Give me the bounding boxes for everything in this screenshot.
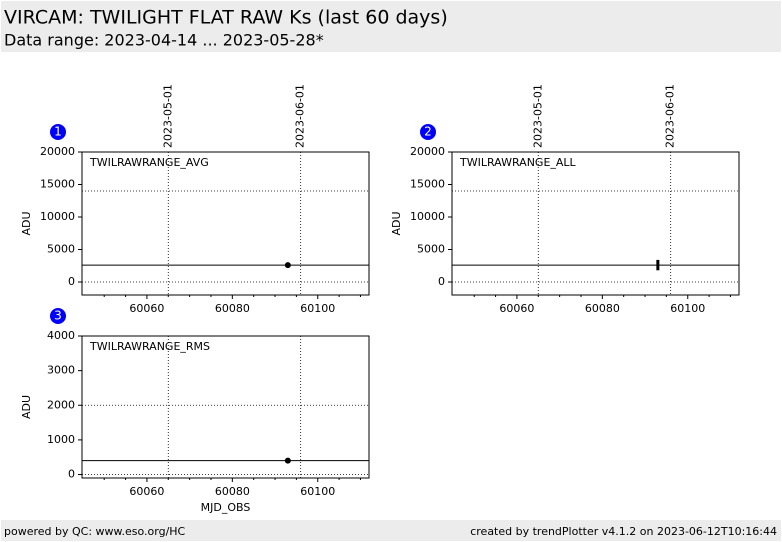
- y-tick-label: 15000: [40, 178, 75, 191]
- data-point: [284, 262, 291, 269]
- y-tick-label: 5000: [47, 243, 75, 256]
- plot-frame: [81, 151, 370, 296]
- y-tick-label: 10000: [410, 210, 445, 223]
- panel-badge: [420, 124, 436, 140]
- y-tick-label: 3000: [47, 364, 75, 377]
- panel-label: TWILRAWRANGE_RMS: [89, 340, 210, 353]
- header-band: [1, 1, 781, 52]
- page-subtitle: Data range: 2023-04-14 ... 2023-05-28*: [4, 31, 324, 50]
- x-tick-label: 60100: [670, 302, 705, 315]
- panel-badge-label: 3: [54, 309, 62, 323]
- page-title: VIRCAM: TWILIGHT FLAT RAW Ks (last 60 da…: [4, 7, 448, 29]
- plot-frame: [81, 335, 370, 479]
- footer-left: powered by QC: www.eso.org/HC: [4, 525, 186, 538]
- y-axis-label: ADU: [20, 211, 33, 235]
- x-tick-label: 60080: [215, 485, 250, 498]
- x-tick-label: 60100: [300, 485, 335, 498]
- panel-badge-label: 1: [54, 125, 62, 139]
- x-tick-label: 60080: [215, 302, 250, 315]
- y-axis-label: ADU: [390, 211, 403, 235]
- x-tick-label: 60060: [129, 302, 164, 315]
- y-tick-label: 2000: [47, 398, 75, 411]
- x-tick-label: 60100: [300, 302, 335, 315]
- y-tick-label: 4000: [47, 329, 75, 342]
- y-tick-label: 0: [438, 275, 445, 288]
- y-tick-label: 5000: [417, 243, 445, 256]
- panel-label: TWILRAWRANGE_ALL: [459, 156, 577, 169]
- x-tick-label: 60060: [499, 302, 534, 315]
- data-point: [284, 457, 291, 464]
- y-tick-label: 1000: [47, 433, 75, 446]
- footer-band: [1, 520, 781, 541]
- y-tick-label: 0: [68, 468, 75, 481]
- panel-badge: [50, 124, 66, 140]
- x-tick-label: 60060: [129, 485, 164, 498]
- date-tick-label: 2023-05-01: [531, 84, 544, 148]
- panel-label: TWILRAWRANGE_AVG: [89, 156, 209, 169]
- date-tick-label: 2023-06-01: [664, 84, 677, 148]
- footer-right: created by trendPlotter v4.1.2 on 2023-0…: [470, 525, 777, 538]
- x-tick-label: 60080: [585, 302, 620, 315]
- x-axis-label: MJD_OBS: [201, 501, 251, 514]
- date-tick-label: 2023-06-01: [294, 84, 307, 148]
- y-tick-label: 20000: [40, 145, 75, 158]
- y-tick-label: 10000: [40, 210, 75, 223]
- plot-frame: [451, 151, 740, 296]
- date-tick-label: 2023-05-01: [161, 84, 174, 148]
- y-tick-label: 15000: [410, 178, 445, 191]
- panel-badge-label: 2: [424, 125, 432, 139]
- y-axis-label: ADU: [20, 395, 33, 419]
- y-tick-label: 0: [68, 275, 75, 288]
- y-tick-label: 20000: [410, 145, 445, 158]
- panel-badge: [50, 308, 66, 324]
